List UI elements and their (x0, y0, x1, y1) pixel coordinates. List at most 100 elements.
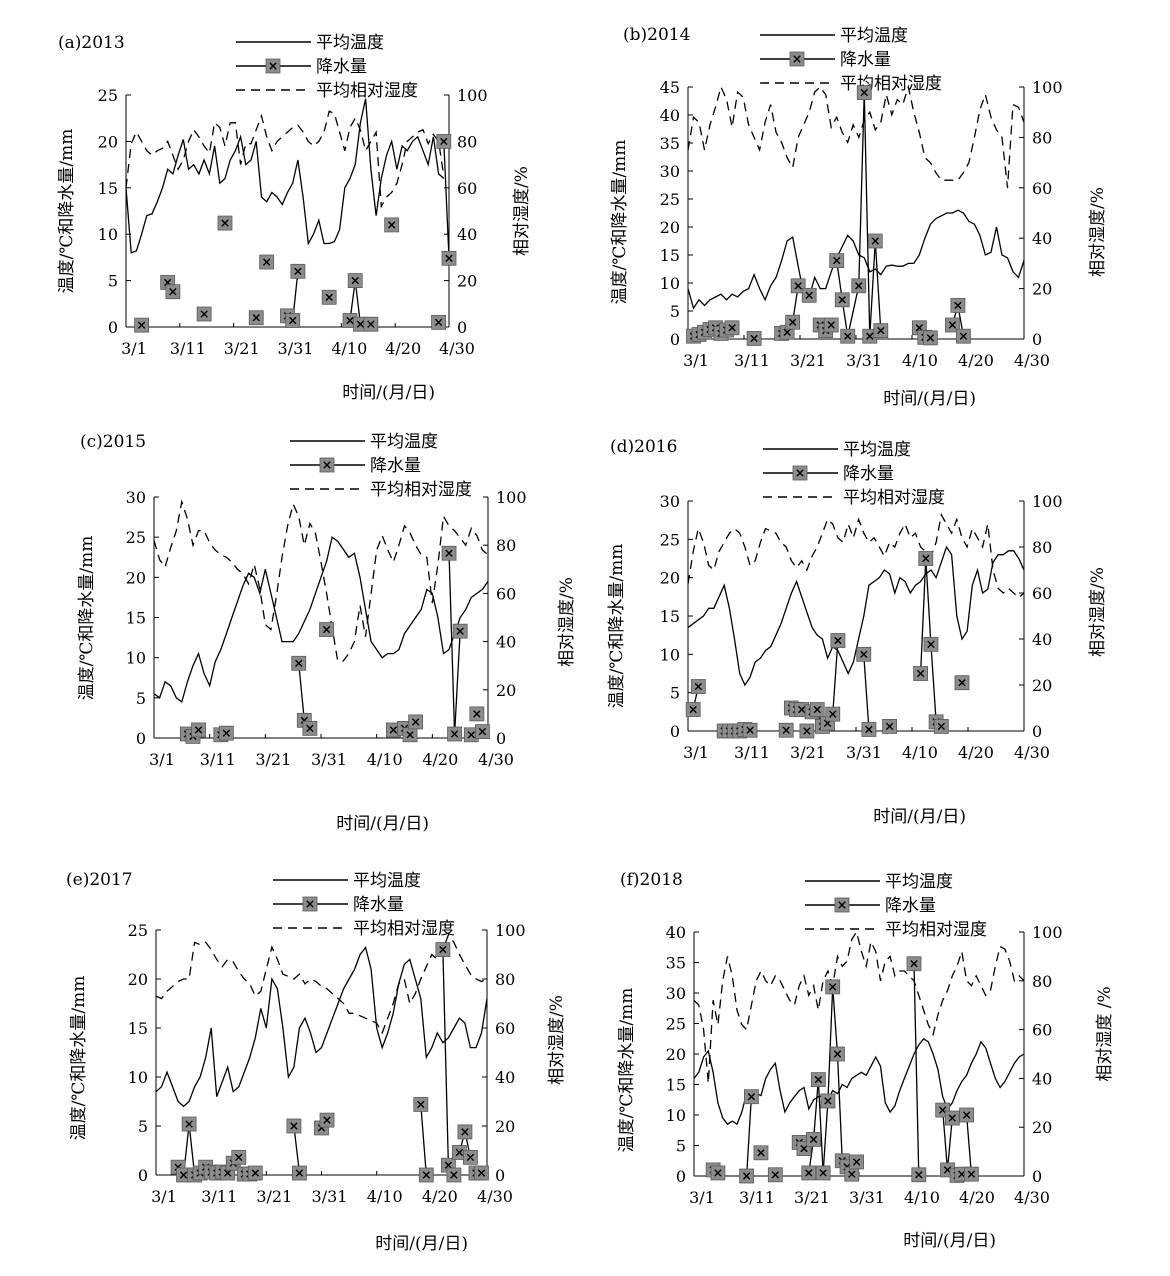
precipitation-connector (832, 986, 839, 1055)
y-tick-label: 20 (660, 218, 680, 237)
panel-title: (b)2014 (623, 25, 690, 45)
y-tick-label: 10 (660, 274, 680, 293)
precipitation-connector (965, 1114, 973, 1175)
precipitation-connector (448, 553, 456, 735)
precipitation-point (474, 1165, 489, 1181)
y-tick-label: 0 (108, 318, 118, 337)
precipitation-connector (946, 1117, 953, 1170)
precipitation-point (384, 217, 400, 233)
y2-tick-label: 80 (457, 132, 477, 151)
x-tick-label: 3/21 (256, 1187, 292, 1206)
precipitation-point (685, 702, 701, 717)
precipitation-point (873, 323, 889, 339)
y-axis-label: 温度/℃和降水量/mm (77, 536, 97, 701)
precipitation-point (944, 1110, 960, 1126)
precipitation-point (218, 725, 234, 741)
temperature-series-line (153, 536, 489, 703)
legend-precipitation-marker (792, 465, 808, 481)
precipitation-point (867, 233, 883, 249)
precipitation-point (790, 278, 806, 294)
x-tick-label: 3/21 (224, 339, 260, 358)
legend-precipitation-marker (789, 51, 805, 67)
legend-temperature-label: 平均温度 (843, 440, 911, 460)
y2-tick-label: 100 (457, 86, 488, 105)
x-tick-label: 4/10 (367, 1187, 403, 1206)
precipitation-connector (442, 949, 450, 1166)
precipitation-point (809, 702, 825, 717)
precipitation-point (363, 316, 379, 332)
precipitation-connector (812, 1079, 819, 1140)
precipitation-connector (869, 240, 876, 337)
panel-title: (d)2016 (610, 437, 677, 457)
y-tick-label: 15 (128, 1019, 148, 1038)
y-tick-label: 10 (666, 1106, 686, 1125)
precipitation-point (475, 724, 490, 739)
x-tick-label: 4/30 (1014, 1188, 1050, 1207)
precipitation-connector (443, 141, 450, 259)
precipitation-point (690, 679, 706, 694)
legend-humidity-label: 平均相对湿度 (885, 920, 987, 940)
legend-humidity-label: 平均相对湿度 (370, 480, 472, 500)
panel-title: (e)2017 (66, 870, 133, 890)
precipitation-connector (293, 1125, 301, 1174)
y2-tick-label: 20 (496, 681, 516, 700)
y2-tick-label: 80 (1032, 972, 1052, 991)
y2-tick-label: 20 (457, 272, 477, 291)
y-tick-label: 15 (660, 607, 680, 626)
x-tick-label: 3/1 (689, 1188, 715, 1207)
y2-tick-label: 40 (496, 633, 516, 652)
x-tick-label: 4/20 (958, 351, 994, 370)
x-tick-label: 3/31 (849, 1188, 885, 1207)
x-tick-label: 4/10 (904, 1188, 940, 1207)
legend-precipitation-marker (265, 58, 281, 74)
precipitation-point (291, 655, 307, 671)
x-tick-label: 4/30 (1014, 743, 1050, 762)
y-tick-label: 20 (126, 568, 146, 587)
precipitation-point (457, 1124, 473, 1140)
y2-tick-label: 80 (1032, 128, 1052, 147)
y2-tick-label: 40 (1032, 229, 1052, 248)
y-axis-label: 温度/℃和降水量/mm (69, 976, 89, 1141)
y-tick-label: 5 (670, 684, 680, 703)
x-tick-label: 3/11 (739, 1188, 775, 1207)
y-tick-label: 35 (660, 134, 680, 153)
y-tick-label: 25 (98, 86, 118, 105)
y-tick-label: 25 (126, 528, 146, 547)
y-axis-label: 温度/℃和降水量/mm (610, 140, 630, 305)
y-tick-label: 25 (128, 921, 148, 940)
precipitation-connector (836, 1053, 843, 1161)
x-tick-label: 3/11 (734, 743, 770, 762)
x-tick-label: 4/30 (1014, 351, 1050, 370)
panel-title: (f)2018 (620, 870, 683, 890)
temperature-series-line (693, 1037, 1025, 1126)
precipitation-point (861, 722, 877, 737)
x-tick-label: 4/30 (478, 750, 514, 769)
precipitation-point (452, 623, 468, 639)
y2-tick-label: 100 (1032, 78, 1063, 97)
precipitation-point (825, 706, 841, 722)
x-axis-label: 时间/(月/日) (903, 1231, 996, 1251)
precipitation-point (743, 1089, 759, 1105)
y-tick-label: 35 (666, 954, 686, 973)
legend-temperature-label: 平均温度 (840, 26, 908, 46)
legend-precipitation-label: 降水量 (840, 50, 891, 70)
y2-tick-label: 80 (496, 536, 516, 555)
y2-tick-label: 0 (1032, 1167, 1042, 1186)
x-axis-label: 时间/(月/日) (873, 807, 966, 827)
precipitation-point (463, 1149, 478, 1165)
y-tick-label: 15 (98, 179, 118, 198)
precipitation-point (933, 719, 949, 734)
precipitation-connector (822, 1100, 829, 1173)
y2-tick-label: 20 (1032, 280, 1052, 299)
y2-tick-label: 20 (1032, 1118, 1052, 1137)
y2-axis-label: 相对湿度/% (512, 166, 532, 256)
panel-title: (a)2013 (58, 33, 125, 53)
precipitation-point (418, 1167, 434, 1183)
y-tick-label: 5 (108, 272, 118, 291)
x-axis-label: 时间/(月/日) (375, 1234, 468, 1254)
